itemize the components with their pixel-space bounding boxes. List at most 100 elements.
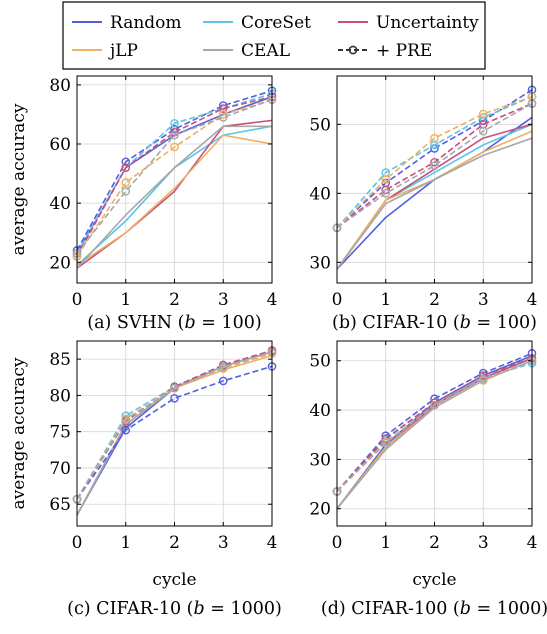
data-point <box>430 133 439 143</box>
chart-panel-d: 0 1 2 3 4 20 30 40 50 cycle (d) CIFAR-100 (b = 100… <box>309 340 547 619</box>
legend-item-uncertainty: Uncertainty <box>338 13 479 33</box>
series-line <box>336 95 533 229</box>
series-line <box>76 349 273 500</box>
legend-label: Uncertainty <box>376 13 479 33</box>
data-point <box>218 362 228 372</box>
data-point <box>170 383 179 393</box>
legend-label: Random <box>110 13 182 33</box>
series-line <box>336 95 533 229</box>
series-line <box>76 365 273 500</box>
legend-label: CoreSet <box>241 13 311 33</box>
series-line <box>76 134 273 266</box>
data-point <box>430 400 439 410</box>
data-point <box>430 394 439 404</box>
y-axis-label: average accuracy <box>9 357 29 509</box>
tick-label-y: 50 <box>309 115 331 135</box>
series-line <box>76 95 273 257</box>
tick-label-y: 60 <box>49 135 71 155</box>
legend-marker <box>348 45 358 55</box>
series-ceal <box>336 137 533 270</box>
data-point <box>121 187 131 196</box>
tick-label-x: 1 <box>120 533 131 553</box>
series-line <box>76 125 272 269</box>
chart-panel-b: 0 1 2 3 4 30 40 50 (b) CIFAR-10 (b = 100) <box>309 75 537 333</box>
tick-label-y: 20 <box>49 253 71 273</box>
data-point <box>170 119 179 128</box>
chart-panel-c: 0 1 2 3 4 65 70 75 80 85 average accuracy cycle (c) … <box>9 340 282 619</box>
data-point <box>218 110 228 119</box>
tick-label-x: 2 <box>429 533 440 553</box>
data-point <box>430 398 439 407</box>
tick-label-y: 50 <box>309 352 331 372</box>
y-axis-label: average accuracy <box>9 103 29 255</box>
series-line <box>336 359 533 493</box>
tick-label-x: 3 <box>478 533 489 553</box>
series-random-pre <box>72 86 277 255</box>
data-point <box>381 438 391 448</box>
tick-labels: 0 1 2 3 4 20 40 60 80 <box>49 76 277 310</box>
series-line <box>76 352 273 500</box>
data-point <box>478 126 488 136</box>
data-point <box>121 163 131 172</box>
data-point <box>478 375 488 384</box>
legend-item-pre: + PRE <box>338 41 432 61</box>
tick-label-x: 3 <box>218 533 229 553</box>
series-line <box>76 90 273 251</box>
data-point <box>121 425 131 435</box>
tick-label-y: 40 <box>49 194 71 214</box>
tick-label-x: 0 <box>72 533 83 553</box>
series-line <box>76 98 273 257</box>
series-line <box>76 351 273 500</box>
chart-panel-a: 0 1 2 3 4 20 40 60 80 average accuracy (a) SVHN (b… <box>9 75 277 333</box>
legend-item-jlp: jLP <box>72 41 138 61</box>
x-axis-label: cycle <box>152 570 196 590</box>
legend-item-ceal: CEAL <box>203 41 290 61</box>
data-point <box>121 157 131 167</box>
tick-labels: 0 1 2 3 4 20 30 40 50 <box>309 341 537 553</box>
tick-label-x: 4 <box>267 533 278 553</box>
tick-label-x: 1 <box>120 290 131 310</box>
tick-label-x: 1 <box>380 533 391 553</box>
series-line <box>76 98 273 254</box>
series-line <box>76 351 273 500</box>
tick-label-x: 0 <box>72 290 83 310</box>
data-point <box>218 104 228 113</box>
legend-box <box>62 1 486 70</box>
tick-label-x: 3 <box>478 290 489 310</box>
legend-item-random: Random <box>72 13 182 33</box>
legend: Random CoreSet Uncertainty jLP CEAL + PRE <box>62 1 486 70</box>
tick-label-x: 2 <box>429 290 440 310</box>
tick-label-y: 80 <box>49 76 71 96</box>
series-jlp <box>76 134 273 266</box>
tick-label-y: 30 <box>309 450 331 470</box>
series-line <box>336 137 533 270</box>
series-uncertainty <box>76 119 273 269</box>
data-point <box>478 109 488 119</box>
series-line <box>336 357 533 493</box>
tick-labels: 0 1 2 3 4 30 40 50 <box>309 76 537 310</box>
data-point <box>121 178 131 187</box>
panel-caption: (d) CIFAR-100 (b = 1000) <box>321 599 547 619</box>
tick-label-x: 2 <box>169 533 180 553</box>
tick-label-y: 20 <box>309 500 331 520</box>
data-point <box>121 415 131 425</box>
tick-label-y: 65 <box>49 495 71 515</box>
legend-item-coreset: CoreSet <box>203 13 311 33</box>
tick-label-y: 40 <box>309 401 331 421</box>
grid <box>76 341 273 526</box>
tick-label-x: 3 <box>218 290 229 310</box>
series-line <box>336 102 533 229</box>
tick-label-x: 1 <box>380 290 391 310</box>
series-ceal <box>76 125 272 269</box>
data-point <box>430 161 439 170</box>
data-point <box>170 127 179 137</box>
x-axis-label: cycle <box>412 570 456 590</box>
tick-label-x: 2 <box>169 290 180 310</box>
data-point <box>218 376 228 386</box>
panel-caption: (a) SVHN (b = 100) <box>87 313 261 333</box>
panel-caption: (b) CIFAR-10 (b = 100) <box>332 313 537 333</box>
tick-label-y: 85 <box>49 350 71 370</box>
tick-label-x: 0 <box>332 290 343 310</box>
